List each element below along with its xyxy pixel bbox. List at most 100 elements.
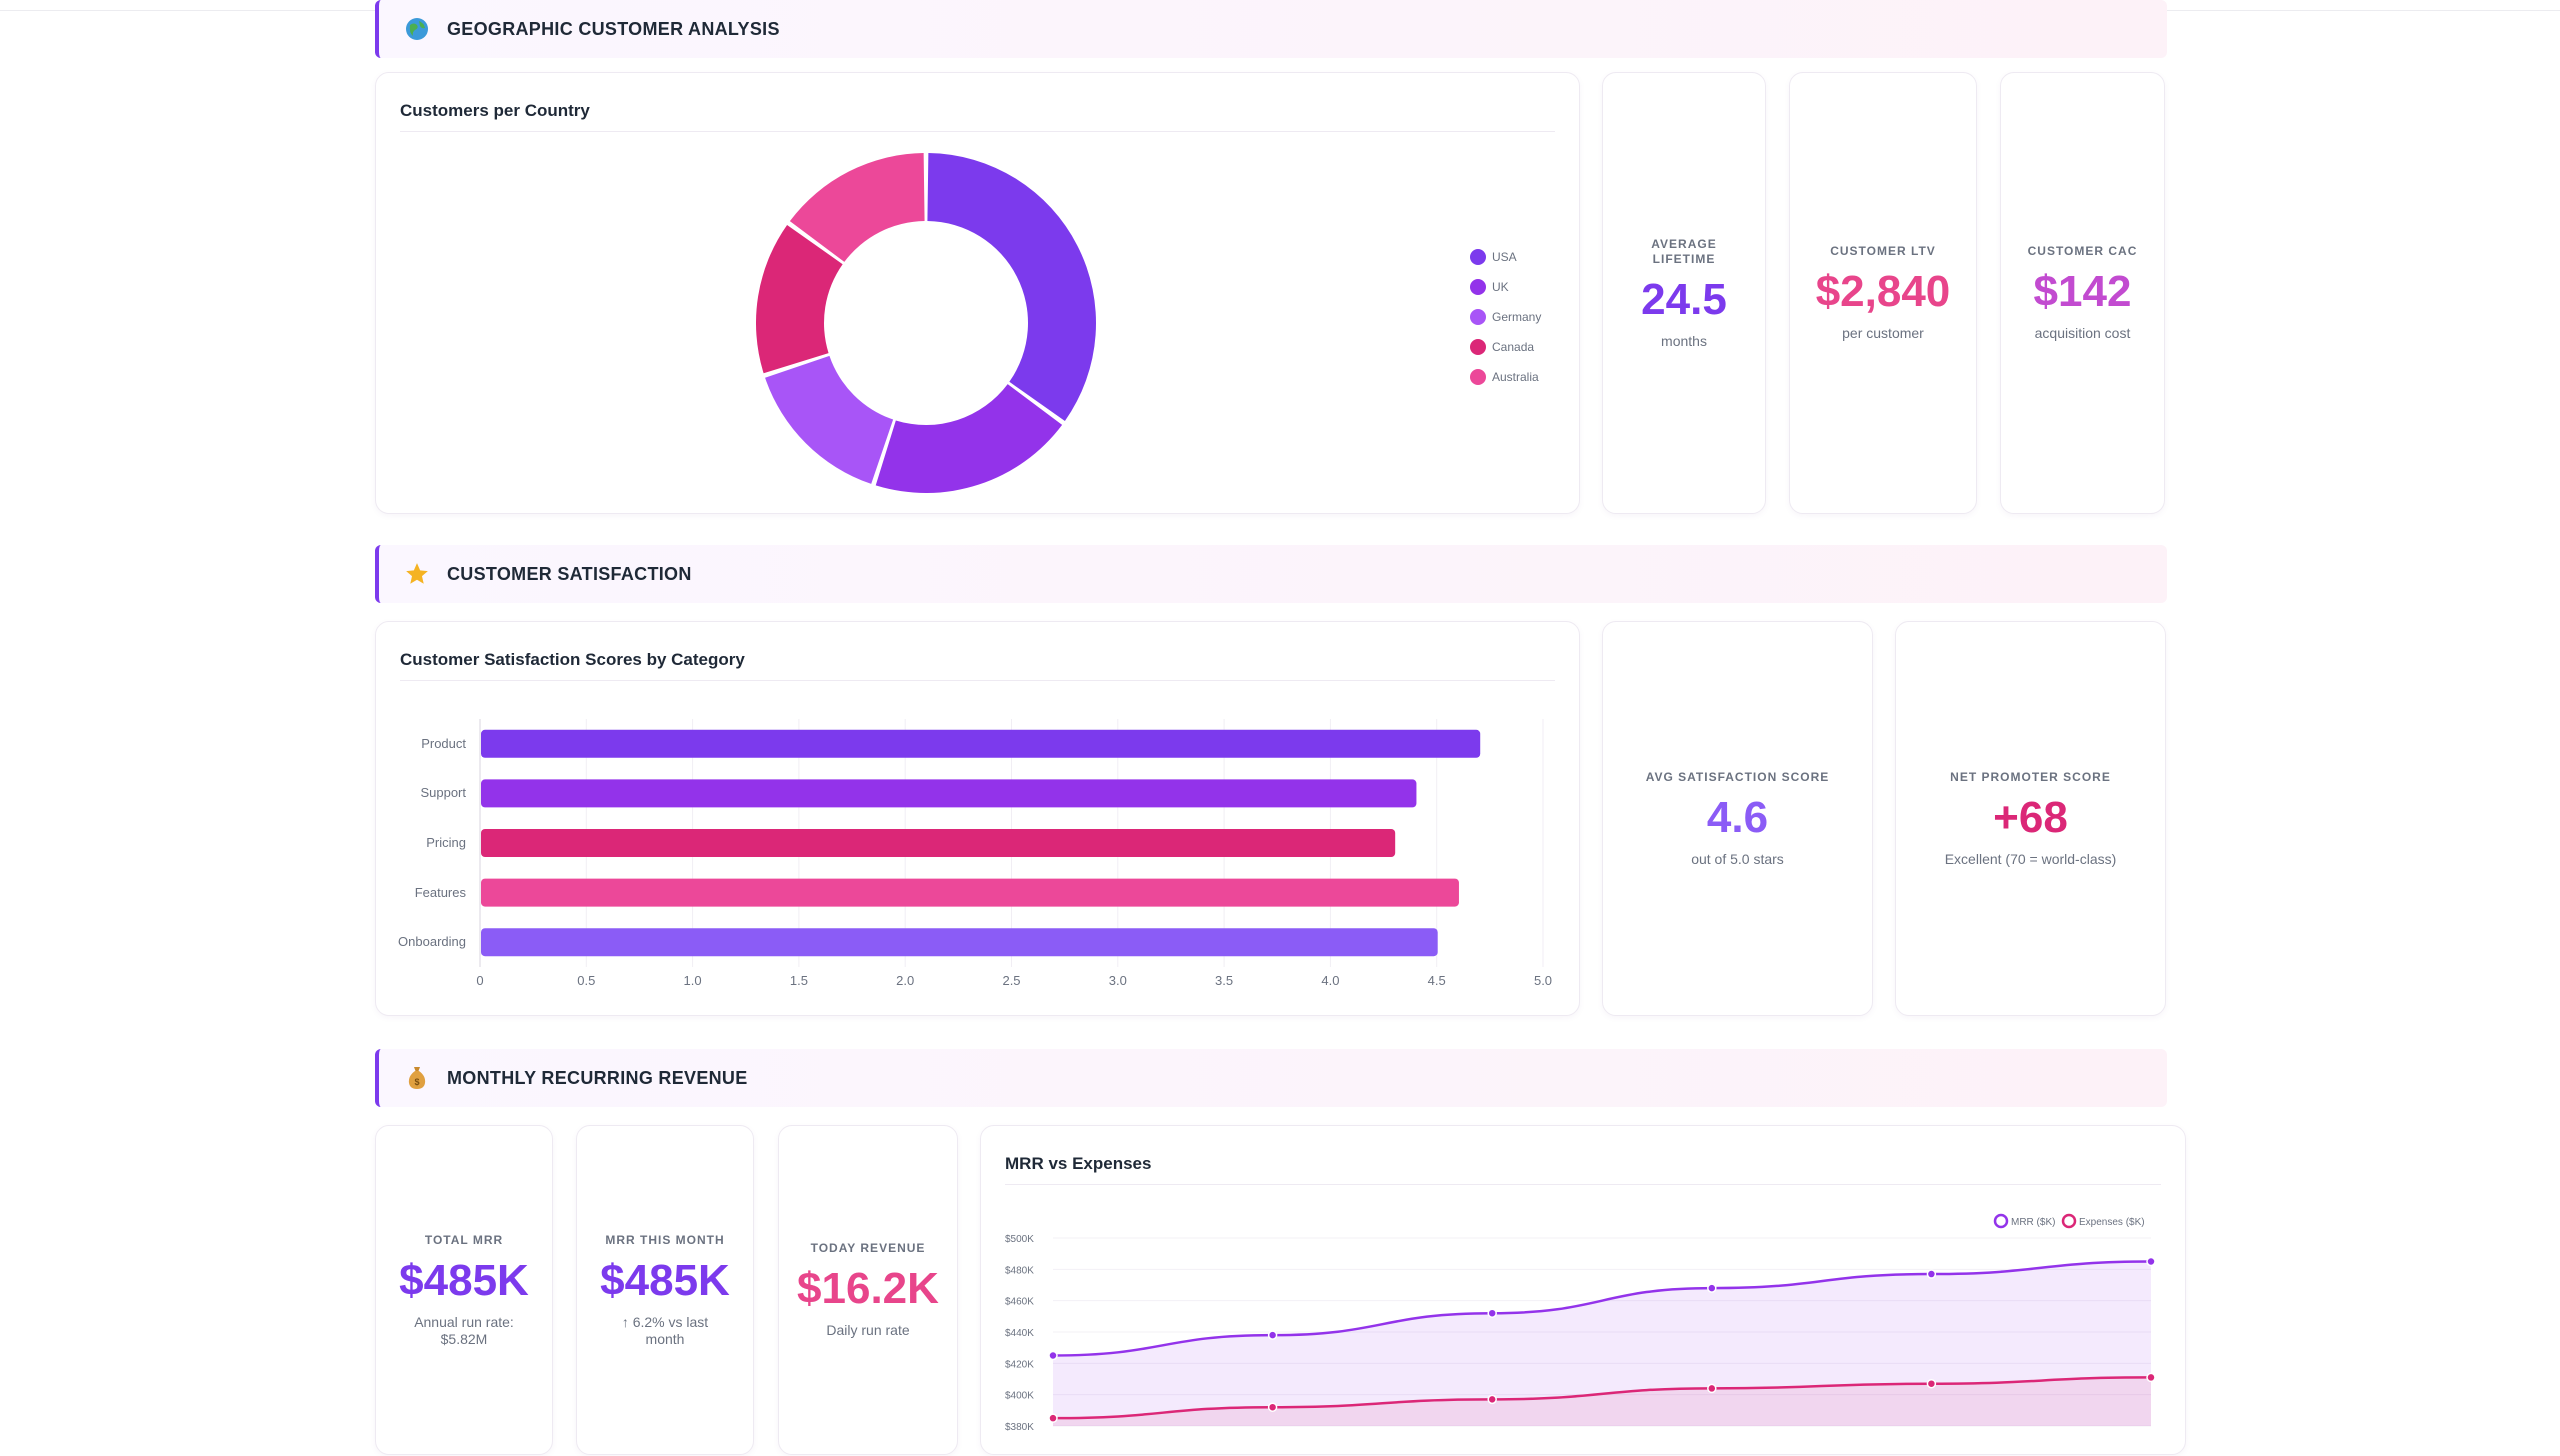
legend-item[interactable]: MRR ($K) <box>1993 1213 2055 1229</box>
data-point[interactable] <box>1926 1269 1937 1279</box>
x-tick-label: 4.5 <box>1427 973 1446 988</box>
y-tick-label: $420K <box>1005 1359 1034 1370</box>
legend-swatch <box>1470 309 1486 325</box>
legend-item-uk[interactable]: UK <box>1470 279 1509 295</box>
legend-item-canada[interactable]: Canada <box>1470 339 1534 355</box>
stat-label: NET PROMOTER SCORE <box>1950 769 2111 784</box>
globe-icon <box>403 15 431 43</box>
customers-per-country-card: Customers per Country USA UK Germany Canada… <box>375 72 1580 514</box>
data-point[interactable] <box>1487 1394 1497 1405</box>
horizontal-bar-chart: 0 0.5 1.0 1.5 2.0 2.5 3.0 3.5 4.0 4.5 5.0 Product Su… <box>376 622 1581 1017</box>
y-category-label: Product <box>421 735 466 751</box>
legend-swatch <box>1470 279 1486 295</box>
stat-sub: per customer <box>1842 325 1924 341</box>
stat-sub: Excellent (70 = world-class) <box>1944 850 2117 867</box>
stat-value: +68 <box>1993 792 2068 842</box>
stat-sub: out of 5.0 stars <box>1691 850 1784 867</box>
legend-label: Germany <box>1492 310 1542 324</box>
x-tick-label: 0 <box>476 973 484 988</box>
stat-value: $485K <box>600 1255 730 1305</box>
donut-slice-germany[interactable] <box>765 355 894 484</box>
y-tick-label: $460K <box>1005 1297 1034 1308</box>
stat-label: AVERAGE LIFETIME <box>1651 236 1717 266</box>
stat-label: TODAY REVENUE <box>810 1241 926 1255</box>
x-tick-label: 1.5 <box>789 973 808 988</box>
line-plot-area: $500K $480K $460K $440K $420K $400K $380K MRR (… <box>1005 1213 2156 1433</box>
area-fill <box>1053 1377 2151 1426</box>
stat-card-average-lifetime: AVERAGE LIFETIME 24.5 months <box>1602 72 1766 514</box>
divider <box>400 680 1555 681</box>
star-icon <box>403 560 431 588</box>
x-tick-label: 3.0 <box>1108 973 1127 988</box>
legend-swatch <box>1470 369 1486 385</box>
bar-features[interactable] <box>481 878 1459 907</box>
svg-text:$: $ <box>414 1077 419 1087</box>
legend-item-usa[interactable]: USA <box>1470 249 1517 265</box>
y-category-label: Features <box>414 884 466 900</box>
stat-label: MRR THIS MONTH <box>605 1232 725 1247</box>
data-point[interactable] <box>1048 1350 1058 1361</box>
stat-value: $16.2K <box>797 1264 939 1313</box>
y-tick-label: $440K <box>1005 1328 1034 1339</box>
data-point[interactable] <box>2146 1372 2156 1383</box>
donut-slice-usa[interactable] <box>927 153 1096 421</box>
legend-item-germany[interactable]: Germany <box>1470 309 1541 325</box>
x-tick-label: 2.5 <box>1002 973 1021 988</box>
x-tick-label: 3.5 <box>1215 973 1234 988</box>
line-chart: $500K $480K $460K $440K $420K $400K $380K MRR (… <box>981 1126 2187 1456</box>
data-point[interactable] <box>1048 1413 1058 1423</box>
data-point[interactable] <box>1707 1283 1717 1293</box>
x-tick-label: 1.0 <box>683 973 702 988</box>
data-point[interactable] <box>2146 1256 2156 1267</box>
section-title: GEOGRAPHIC CUSTOMER ANALYSIS <box>447 18 780 39</box>
legend-swatch <box>1470 339 1486 355</box>
donut-chart <box>756 153 1096 493</box>
data-point[interactable] <box>1707 1383 1717 1394</box>
stat-value: 4.6 <box>1706 792 1769 842</box>
section-title: CUSTOMER SATISFACTION <box>447 563 692 584</box>
divider <box>1005 1184 2161 1185</box>
data-point[interactable] <box>1487 1308 1497 1318</box>
card-title: MRR vs Expenses <box>1005 1154 1152 1173</box>
stat-label: CUSTOMER LTV <box>1830 244 1936 258</box>
stat-card-customer-cac: CUSTOMER CAC $142 acquisition cost <box>2000 72 2165 514</box>
mrr-vs-expenses-card: MRR vs Expenses $500K $480K $460K $440K $420… <box>980 1125 2186 1455</box>
bar-product[interactable] <box>481 729 1481 758</box>
card-title: Customer Satisfaction Scores by Category <box>400 650 745 669</box>
stat-value: $142 <box>2033 267 2132 316</box>
bar-onboarding[interactable] <box>481 928 1438 957</box>
legend-swatch <box>2061 1213 2077 1229</box>
legend-label: USA <box>1492 250 1517 264</box>
bar-support[interactable] <box>481 779 1417 808</box>
satisfaction-chart-card: Customer Satisfaction Scores by Category… <box>375 621 1580 1016</box>
bar-pricing[interactable] <box>481 829 1396 857</box>
y-tick-label: $500K <box>1005 1234 1034 1245</box>
series-line <box>1052 1260 2152 1357</box>
y-category-label: Pricing <box>426 835 466 850</box>
stat-sub: acquisition cost <box>2034 325 2131 341</box>
stat-label: AVG SATISFACTION SCORE <box>1645 769 1830 784</box>
money-bag-icon: $ <box>403 1064 431 1092</box>
section-title: MONTHLY RECURRING REVENUE <box>447 1067 748 1088</box>
stat-sub: Annual run rate: $5.82M <box>414 1313 514 1347</box>
data-point[interactable] <box>1926 1378 1937 1389</box>
data-point[interactable] <box>1267 1402 1278 1412</box>
legend-item-australia[interactable]: Australia <box>1470 369 1539 385</box>
stat-value: 24.5 <box>1641 274 1727 324</box>
stat-sub: months <box>1661 332 1707 349</box>
stat-sub: ↑ 6.2% vs last month <box>621 1313 709 1347</box>
stat-sub: Daily run rate <box>826 1322 910 1338</box>
stat-card-today-revenue: TODAY REVENUE $16.2K Daily run rate <box>778 1125 958 1455</box>
stat-label: TOTAL MRR <box>424 1232 504 1247</box>
legend-item[interactable]: Expenses ($K) <box>2061 1213 2145 1229</box>
y-tick-label: $380K <box>1005 1422 1034 1433</box>
donut-slice-canada[interactable] <box>756 225 843 374</box>
data-point[interactable] <box>1267 1330 1278 1340</box>
donut-slice-uk[interactable] <box>875 384 1063 493</box>
y-category-label: Support <box>420 785 466 801</box>
donut-slice-australia[interactable] <box>789 153 925 262</box>
legend-label: Canada <box>1492 340 1535 354</box>
divider <box>400 131 1555 132</box>
card-title: Customers per Country <box>400 101 590 120</box>
legend-label: Australia <box>1492 370 1539 384</box>
